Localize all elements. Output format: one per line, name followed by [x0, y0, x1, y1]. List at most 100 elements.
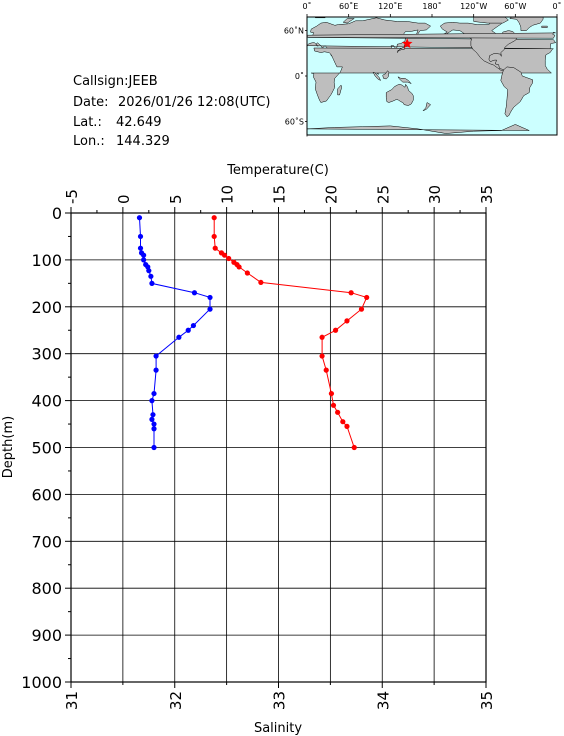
- salinity-data-point: [191, 290, 198, 296]
- map-lat-label: 60˚N: [284, 26, 304, 36]
- chart-grid: [70, 212, 487, 683]
- temperature-tick-label: -5: [63, 189, 81, 204]
- salinity-data-point: [149, 398, 155, 404]
- date-value: 2026/01/26 12:08(UTC): [118, 95, 271, 110]
- temperature-data-point: [323, 367, 329, 373]
- depth-tick-label: 800: [31, 579, 62, 598]
- landmass-iceland: [541, 25, 548, 28]
- depth-tick-label: 600: [31, 485, 62, 504]
- bottom-axis-title: Salinity: [254, 721, 302, 736]
- landmass-canadian-archipelago: [473, 16, 509, 24]
- temperature-tick-label: 25: [374, 185, 392, 204]
- chart-series: [136, 215, 370, 451]
- temperature-data-point: [258, 279, 264, 286]
- temperature-data-point: [328, 390, 335, 397]
- depth-tick-label: 1000: [21, 673, 62, 692]
- callsign-text: Callsign:JEEB: [73, 74, 158, 89]
- depth-tick-label: 200: [31, 298, 62, 317]
- map-lat-label: 60˚S: [285, 116, 304, 126]
- salinity-data-point: [149, 416, 155, 422]
- temperature-data-point: [211, 233, 217, 240]
- lat-label: Lat.:: [73, 115, 102, 130]
- salinity-data-point: [136, 215, 143, 221]
- salinity-data-point: [141, 252, 147, 258]
- temperature-profile-line: [213, 217, 368, 448]
- depth-tick-label: 700: [31, 532, 62, 551]
- salinity-data-point: [148, 273, 154, 279]
- map-lon-label: 120˚E: [378, 1, 402, 11]
- landmass-new-zealand: [422, 102, 431, 112]
- lat-value: 42.649: [116, 115, 162, 130]
- temperature-data-point: [244, 270, 250, 276]
- salinity-tick-label: 35: [478, 691, 496, 710]
- temperature-data-point: [344, 318, 350, 324]
- map-lat-label: 0˚: [295, 71, 304, 81]
- salinity-data-point: [146, 268, 152, 274]
- salinity-data-point: [151, 390, 157, 397]
- landmass-south-america: [500, 66, 533, 118]
- date-label: Date:: [73, 95, 109, 110]
- temperature-data-point: [319, 334, 325, 340]
- salinity-data-point: [207, 306, 213, 312]
- depth-tick-label: 0: [52, 204, 62, 223]
- lon-label: Lon.:: [73, 134, 105, 149]
- temperature-data-point: [358, 306, 365, 312]
- depth-tick-label: 400: [31, 392, 62, 411]
- landmass-australia: [385, 83, 414, 106]
- depth-tick-label: 500: [31, 439, 62, 458]
- map-lon-label: 60˚W: [504, 1, 526, 11]
- temperature-data-point: [212, 245, 218, 251]
- landmass-novaya-zemlya: [342, 18, 356, 24]
- temperature-data-point: [340, 419, 346, 425]
- salinity-tick-label: 31: [63, 691, 81, 710]
- temperature-tick-label: 5: [167, 194, 185, 204]
- top-axis-title: Temperature(C): [226, 163, 329, 178]
- temperature-tick-label: 35: [478, 185, 496, 204]
- salinity-data-point: [149, 280, 155, 286]
- world-map: 0˚ 60˚E 120˚E 180˚ 120˚W 60˚W 0˚ 60˚N 0˚ 60˚S: [284, 1, 562, 137]
- salinity-data-point: [207, 294, 213, 301]
- salinity-data-point: [176, 334, 182, 340]
- left-axis-title: Depth(m): [1, 416, 16, 478]
- temperature-data-point: [319, 353, 325, 359]
- temperature-tick-label: 0: [115, 194, 133, 204]
- landmass-madagascar: [337, 84, 342, 96]
- temperature-data-point: [344, 423, 350, 429]
- salinity-data-point: [137, 245, 144, 251]
- landmass-uk: [306, 31, 556, 39]
- salinity-tick-label: 34: [374, 691, 392, 710]
- map-lon-label: 0˚: [552, 1, 561, 11]
- map-lon-label: 180˚: [422, 1, 441, 11]
- map-land: [306, 16, 557, 137]
- temperature-data-point: [211, 215, 217, 221]
- salinity-data-point: [141, 257, 147, 263]
- temperature-data-point: [221, 252, 228, 258]
- temperature-data-point: [330, 402, 337, 408]
- salinity-data-point: [153, 353, 159, 359]
- map-lon-label: 0˚: [302, 1, 311, 11]
- salinity-data-point: [190, 322, 197, 329]
- plot-frame: [70, 212, 487, 683]
- salinity-data-point: [137, 233, 144, 240]
- salinity-data-point: [150, 412, 156, 418]
- temperature-data-point: [236, 264, 242, 270]
- salinity-tick-label: 32: [167, 691, 185, 710]
- temperature-data-point: [226, 255, 232, 262]
- depth-tick-label: 900: [31, 626, 62, 645]
- temperature-tick-label: 30: [426, 185, 444, 204]
- station-marker: [402, 38, 413, 49]
- temperature-data-point: [348, 290, 354, 296]
- temperature-data-point: [335, 409, 341, 415]
- map-lon-label: 120˚W: [460, 1, 487, 11]
- temperature-data-point: [351, 444, 357, 451]
- depth-tick-label: 300: [31, 345, 62, 364]
- salinity-data-point: [185, 327, 191, 333]
- temperature-tick-label: 10: [219, 185, 237, 204]
- lon-value: 144.329: [116, 134, 170, 149]
- temperature-tick-label: 15: [271, 185, 289, 204]
- temperature-data-point: [332, 327, 339, 333]
- temperature-data-point: [364, 294, 370, 301]
- salinity-tick-label: 33: [271, 691, 289, 710]
